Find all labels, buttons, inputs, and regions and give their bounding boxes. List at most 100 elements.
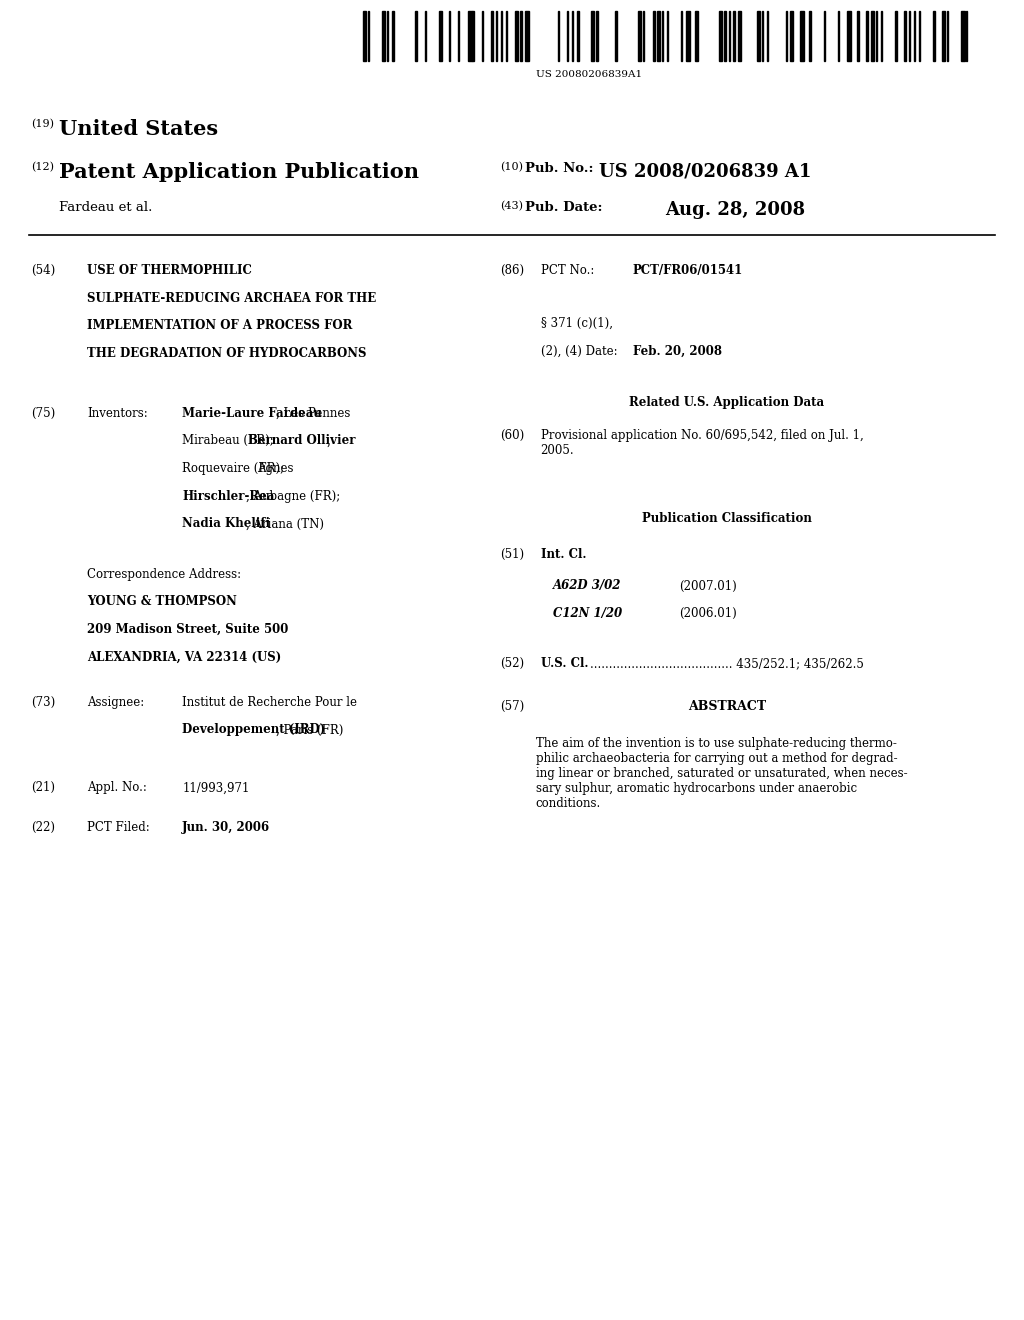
Text: Roquevaire (FR);: Roquevaire (FR); (182, 462, 288, 475)
Text: (2007.01): (2007.01) (679, 579, 736, 593)
Bar (663, 11, 664, 61)
Bar (791, 11, 793, 61)
Text: Feb. 20, 2008: Feb. 20, 2008 (633, 345, 722, 358)
Text: A62D 3/02: A62D 3/02 (553, 579, 622, 593)
Bar (425, 11, 426, 61)
Text: (19): (19) (31, 119, 53, 129)
Text: PCT/FR06/01541: PCT/FR06/01541 (633, 264, 743, 277)
Bar (496, 11, 498, 61)
Bar (729, 11, 730, 61)
Text: Institut de Recherche Pour le: Institut de Recherche Pour le (182, 696, 357, 709)
Text: (73): (73) (31, 696, 55, 709)
Bar (909, 11, 910, 61)
Bar (866, 11, 867, 61)
Bar (904, 11, 905, 61)
Bar (416, 11, 417, 61)
Text: IMPLEMENTATION OF A PROCESS FOR: IMPLEMENTATION OF A PROCESS FOR (87, 319, 352, 333)
Bar (733, 11, 734, 61)
Bar (614, 11, 617, 61)
Bar (857, 11, 859, 61)
Text: ALEXANDRIA, VA 22314 (US): ALEXANDRIA, VA 22314 (US) (87, 651, 282, 664)
Bar (919, 11, 920, 61)
Text: Developpement (IRD): Developpement (IRD) (182, 723, 326, 737)
Bar (809, 11, 811, 61)
Bar (468, 11, 472, 61)
Text: ...................................... 435/252.1; 435/262.5: ...................................... 4… (590, 657, 863, 671)
Bar (596, 11, 598, 61)
Text: Fardeau et al.: Fardeau et al. (59, 201, 153, 214)
Bar (942, 11, 945, 61)
Bar (572, 11, 573, 61)
Text: YOUNG & THOMPSON: YOUNG & THOMPSON (87, 595, 237, 609)
Text: United States: United States (59, 119, 218, 139)
Text: (52): (52) (500, 657, 524, 671)
Text: Assignee:: Assignee: (87, 696, 144, 709)
Bar (847, 11, 851, 61)
Text: SULPHATE-REDUCING ARCHAEA FOR THE: SULPHATE-REDUCING ARCHAEA FOR THE (87, 292, 376, 305)
Text: USE OF THERMOPHILIC: USE OF THERMOPHILIC (87, 264, 252, 277)
Bar (364, 11, 366, 61)
Bar (785, 11, 786, 61)
Text: Jun. 30, 2006: Jun. 30, 2006 (182, 821, 270, 834)
Text: Nadia Khelifi: Nadia Khelifi (182, 517, 270, 531)
Text: , Les Pennes: , Les Pennes (275, 407, 350, 420)
Bar (947, 11, 948, 61)
Bar (368, 11, 369, 61)
Bar (639, 11, 641, 61)
Bar (719, 11, 722, 61)
Text: Pub. No.:: Pub. No.: (525, 162, 594, 176)
Bar (657, 11, 660, 61)
Text: Provisional application No. 60/695,542, filed on Jul. 1,
2005.: Provisional application No. 60/695,542, … (541, 429, 863, 457)
Bar (492, 11, 493, 61)
Bar (738, 11, 740, 61)
Bar (558, 11, 559, 61)
Bar (767, 11, 768, 61)
Text: C12N 1/20: C12N 1/20 (553, 607, 623, 620)
Bar (895, 11, 897, 61)
Bar (876, 11, 877, 61)
Bar (506, 11, 507, 61)
Bar (966, 11, 968, 61)
Bar (762, 11, 763, 61)
Bar (439, 11, 441, 61)
Text: (60): (60) (500, 429, 524, 442)
Text: (43): (43) (500, 201, 522, 211)
Bar (472, 11, 473, 61)
Bar (515, 11, 517, 61)
Bar (800, 11, 804, 61)
Text: PCT Filed:: PCT Filed: (87, 821, 150, 834)
Bar (501, 11, 502, 61)
Bar (667, 11, 669, 61)
Text: Aug. 28, 2008: Aug. 28, 2008 (666, 201, 806, 219)
Text: , Ariana (TN): , Ariana (TN) (246, 517, 325, 531)
Bar (881, 11, 882, 61)
Text: (54): (54) (31, 264, 55, 277)
Bar (520, 11, 522, 61)
Bar (871, 11, 873, 61)
Text: (21): (21) (31, 781, 54, 795)
Text: Related U.S. Application Data: Related U.S. Application Data (630, 396, 824, 409)
Text: Bernard Ollivier: Bernard Ollivier (248, 434, 355, 447)
Text: (2006.01): (2006.01) (679, 607, 736, 620)
Bar (695, 11, 698, 61)
Bar (962, 11, 966, 61)
Bar (524, 11, 528, 61)
Bar (387, 11, 388, 61)
Text: Mirabeau (FR);: Mirabeau (FR); (182, 434, 278, 447)
Text: Patent Application Publication: Patent Application Publication (59, 162, 420, 182)
Text: , Paris (FR): , Paris (FR) (275, 723, 343, 737)
Bar (652, 11, 655, 61)
Text: US 2008/0206839 A1: US 2008/0206839 A1 (599, 162, 811, 181)
Text: 11/993,971: 11/993,971 (182, 781, 250, 795)
Bar (933, 11, 935, 61)
Bar (913, 11, 915, 61)
Text: (2), (4) Date:: (2), (4) Date: (541, 345, 617, 358)
Bar (391, 11, 394, 61)
Text: Pub. Date:: Pub. Date: (525, 201, 603, 214)
Bar (643, 11, 644, 61)
Bar (823, 11, 824, 61)
Text: (10): (10) (500, 162, 522, 173)
Text: The aim of the invention is to use sulphate-reducing thermo-
philic archaeobacte: The aim of the invention is to use sulph… (536, 737, 907, 809)
Bar (577, 11, 580, 61)
Text: PCT No.:: PCT No.: (541, 264, 594, 277)
